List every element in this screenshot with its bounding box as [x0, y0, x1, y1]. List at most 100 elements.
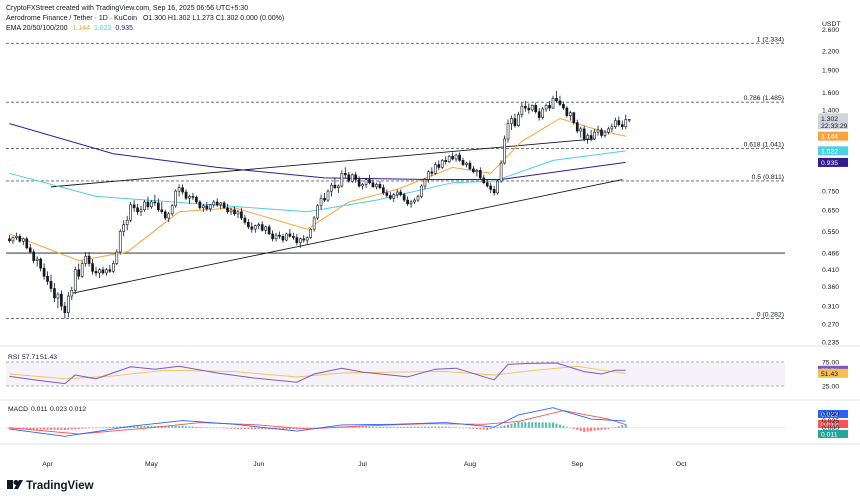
candle-body: [191, 196, 195, 198]
ema50-tag-text: 1.022: [821, 148, 838, 155]
candle-body: [46, 275, 49, 282]
candle: [319, 194, 323, 210]
macd-hist-bar: [133, 426, 136, 428]
macd-label: MACD: [8, 406, 28, 413]
candle-body: [115, 251, 119, 264]
candle-body: [15, 236, 18, 238]
candle: [444, 156, 448, 165]
candle: [278, 231, 281, 239]
macd-hist-bar: [195, 426, 198, 428]
candle-body: [205, 205, 209, 210]
candle-body: [160, 209, 164, 213]
candle-body: [510, 118, 513, 124]
candle-body: [489, 185, 493, 190]
macd-hist-bar: [63, 427, 66, 430]
macd-hist-bar: [292, 427, 295, 430]
macd-hist-bar: [115, 426, 118, 428]
candle-body: [28, 247, 32, 253]
candle-body: [122, 224, 126, 232]
candle: [555, 90, 558, 103]
macd-hist-bar: [306, 427, 309, 429]
candle-body: [146, 201, 150, 208]
candle-body: [350, 174, 354, 182]
candle-body: [565, 107, 569, 116]
candle: [285, 232, 288, 242]
candle-body: [170, 205, 174, 215]
candle: [122, 220, 126, 237]
candle: [274, 232, 278, 242]
candle-body: [399, 191, 403, 195]
price-tick-13: 0.310: [822, 304, 839, 311]
macd-hist-bar: [146, 426, 149, 428]
candle-body: [319, 197, 323, 207]
candle-body: [70, 290, 74, 297]
candle-body: [378, 184, 382, 189]
candle: [53, 283, 56, 303]
candle: [226, 203, 229, 214]
candle-body: [219, 202, 222, 206]
candle-body: [517, 114, 520, 126]
candle: [382, 184, 385, 195]
price-tick-11: 0.410: [822, 267, 839, 274]
candle-body: [492, 189, 496, 194]
macd-hist-bar: [74, 427, 77, 430]
candle-body: [475, 170, 479, 173]
candle: [118, 229, 122, 255]
candle: [108, 265, 112, 273]
macd-legend-macd: 0.011: [31, 406, 48, 413]
candle-body: [506, 123, 510, 140]
candle-body: [364, 179, 368, 185]
macd-hist-bar: [489, 427, 492, 430]
candle: [60, 290, 63, 311]
candle: [309, 228, 313, 239]
candle: [478, 167, 482, 180]
macd-hist-bar: [139, 426, 143, 428]
candle-body: [87, 255, 91, 264]
candle: [160, 201, 164, 214]
candle: [139, 205, 143, 216]
candle-body: [143, 201, 146, 211]
macd-hist-bar: [548, 422, 551, 428]
candle-body: [125, 219, 129, 225]
macd-hist-bar: [545, 422, 548, 428]
rsi-band: [6, 362, 785, 386]
candle: [205, 201, 209, 211]
candle-body: [382, 187, 385, 194]
candle: [260, 221, 264, 232]
macd-hist-bar: [56, 427, 59, 430]
candle: [406, 196, 409, 206]
month-label-4: Aug: [464, 461, 476, 468]
macd-hist-bar: [458, 427, 461, 429]
candle-body: [562, 104, 565, 109]
macd-hist-bar: [70, 427, 73, 430]
symbol-line: Aerodrome Finance / Tether · 1D · KuCoin…: [6, 14, 284, 23]
candle-body: [278, 234, 281, 237]
candle: [21, 237, 25, 246]
candle-body: [593, 131, 596, 140]
candle-body: [132, 204, 136, 209]
macd-hist-bar: [590, 427, 593, 432]
candle: [361, 182, 364, 190]
ema100-tag-text: 0.935: [821, 160, 838, 167]
candle-body: [472, 168, 475, 173]
macd-hist-bar: [184, 426, 188, 428]
macd-hist-bar: [617, 426, 620, 428]
macd-hist-bar: [396, 426, 399, 428]
candle-body: [541, 108, 544, 118]
candle-body: [98, 269, 101, 274]
fib-label-2: 0.618 (1.041): [744, 141, 784, 148]
candle: [184, 189, 188, 201]
macd-hist-bar: [309, 427, 312, 429]
candle: [510, 115, 513, 130]
candle: [66, 292, 70, 318]
candle: [537, 108, 541, 121]
price-tick-4: 1.400: [822, 107, 839, 114]
macd-hist-bar: [181, 426, 184, 428]
candle-body: [447, 156, 451, 163]
month-label-0: Apr: [42, 461, 53, 468]
candle: [617, 116, 621, 127]
macd-hist-bar: [143, 426, 146, 428]
last-price-box: [818, 113, 848, 130]
